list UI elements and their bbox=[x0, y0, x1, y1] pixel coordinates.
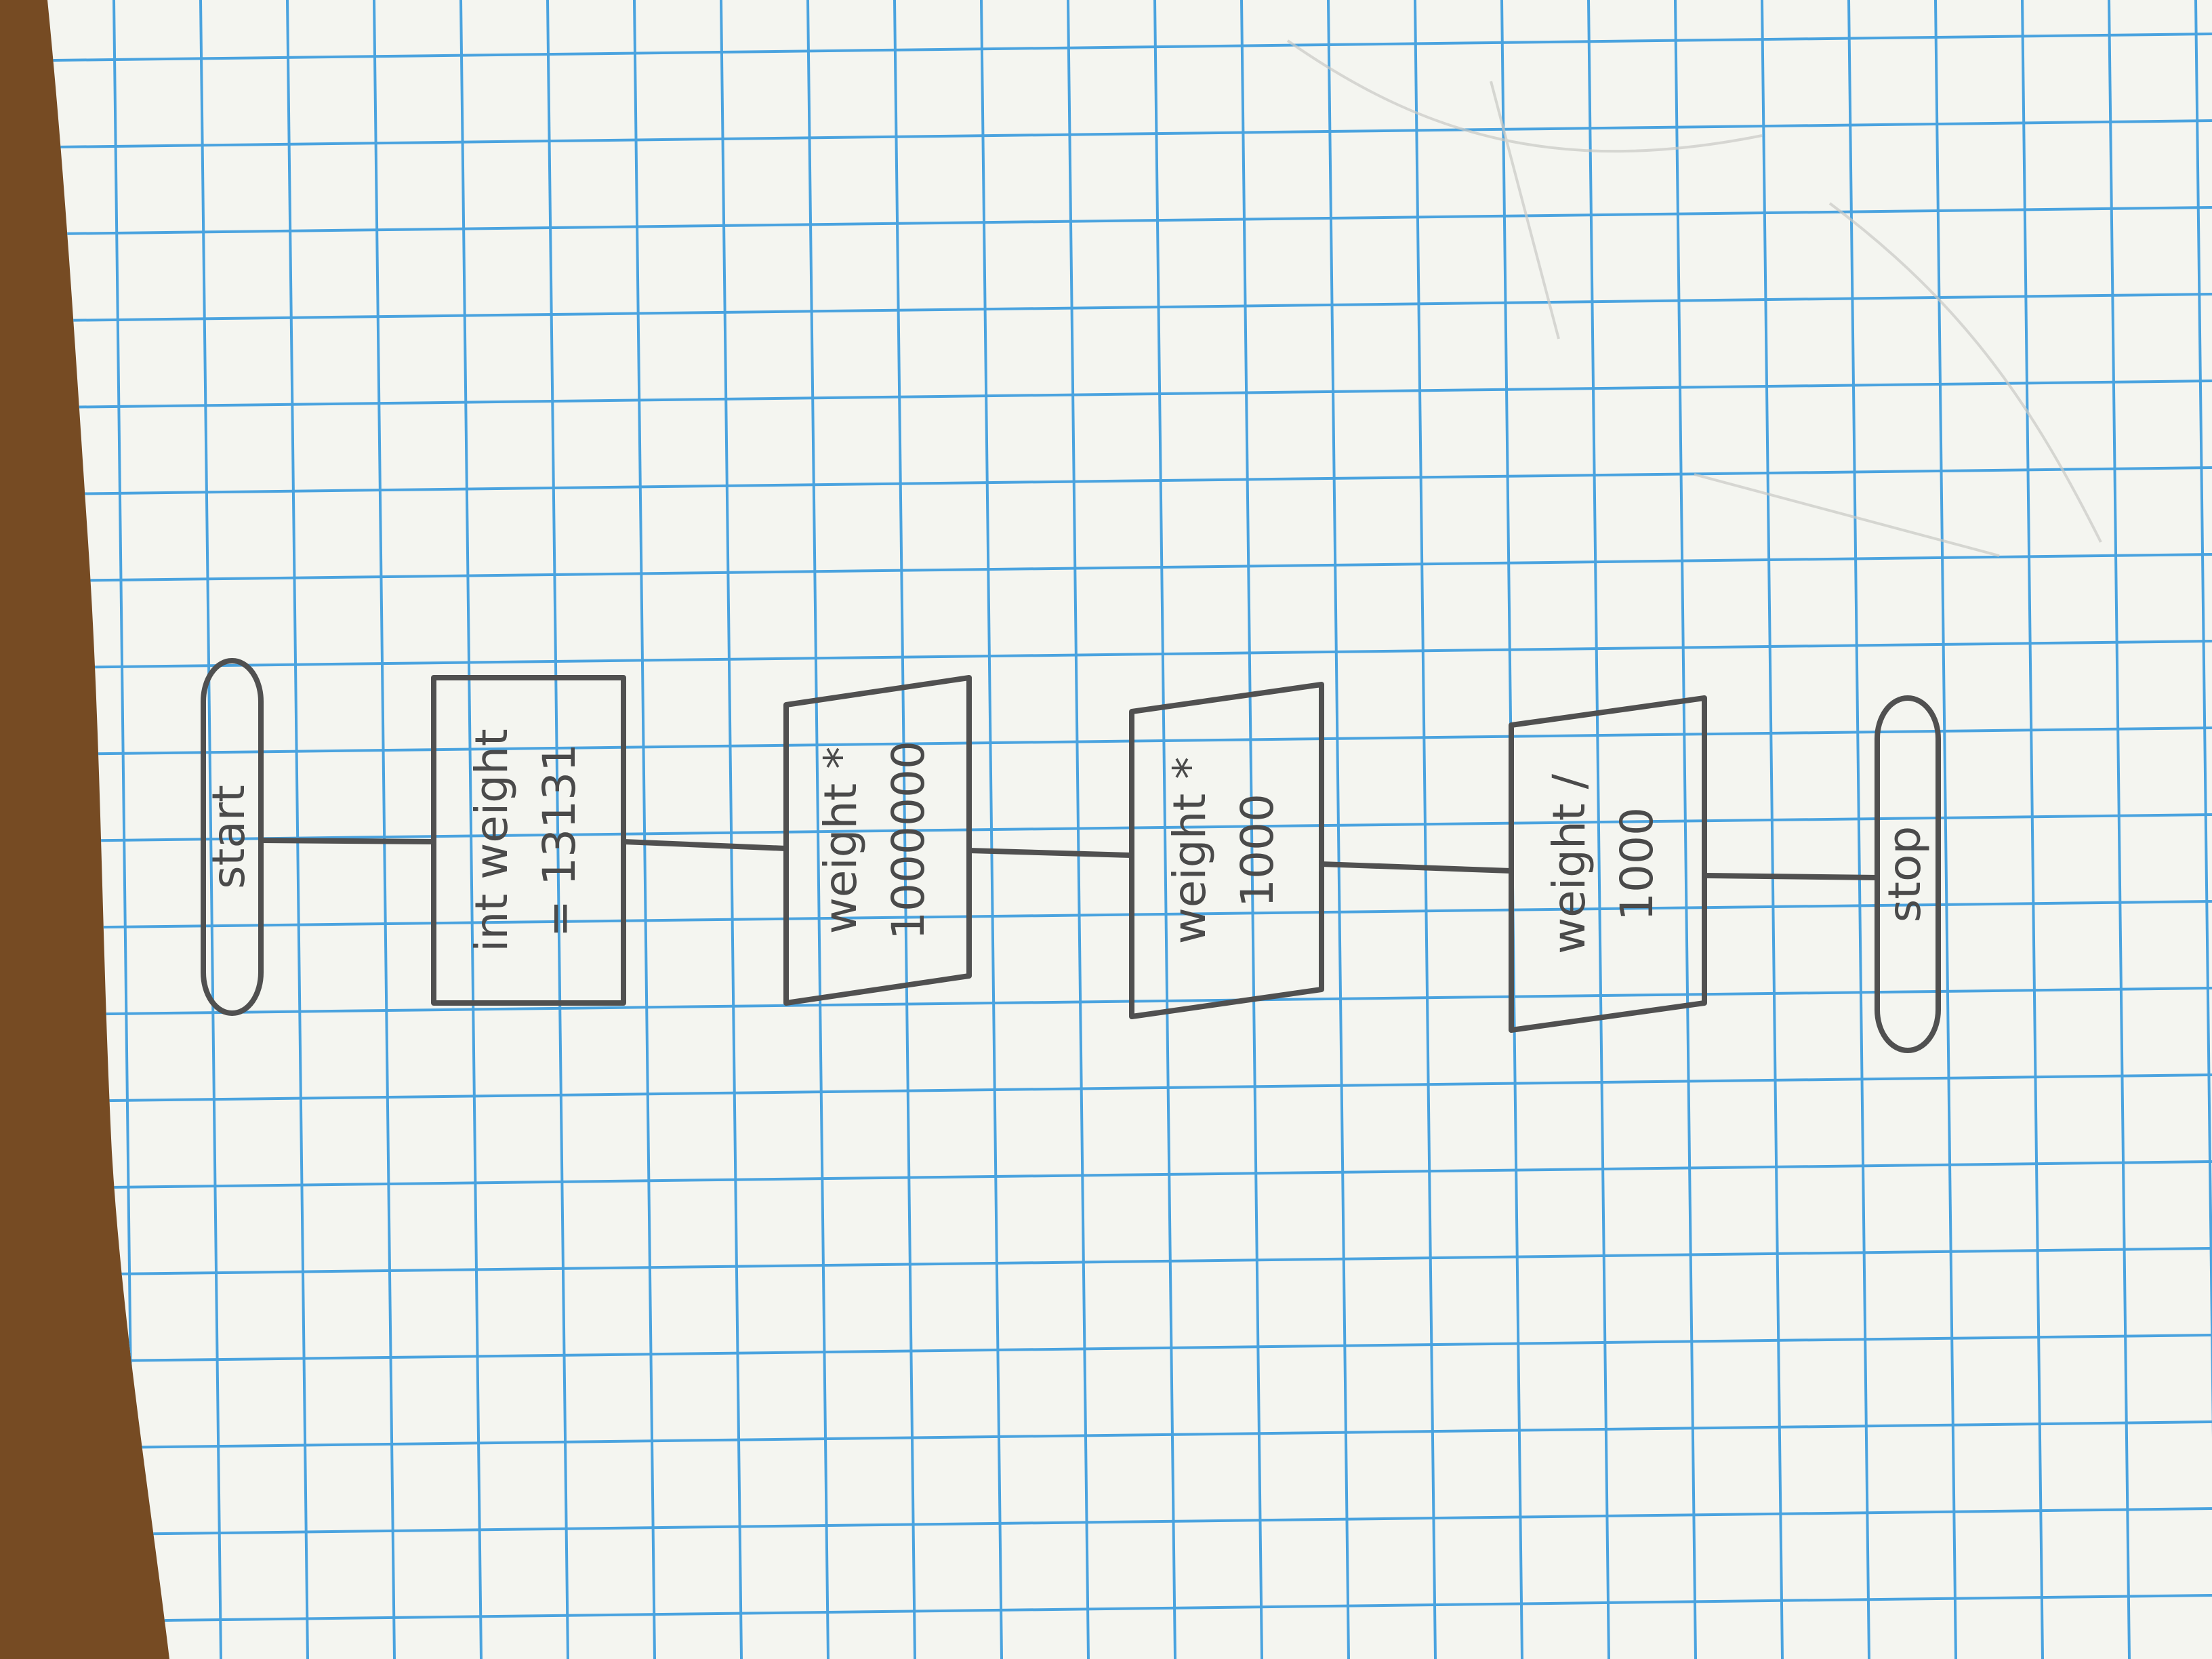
output-2-line-2: 1000 bbox=[1231, 794, 1284, 907]
grid-line-horizontal bbox=[47, 119, 2212, 149]
grid-line-horizontal bbox=[47, 813, 2212, 843]
grid-line-vertical bbox=[806, 0, 830, 1659]
grid-line-horizontal bbox=[47, 206, 2212, 236]
grid-line-vertical bbox=[1240, 0, 1263, 1659]
grid-line-vertical bbox=[1414, 0, 1437, 1659]
connector-start-declaration bbox=[258, 838, 436, 844]
grid-line-vertical bbox=[1674, 0, 1697, 1659]
grid-line-vertical bbox=[199, 0, 222, 1659]
output-box-2 bbox=[1129, 682, 1324, 1019]
stop-label: stop bbox=[1879, 826, 1931, 923]
grid-line-vertical bbox=[720, 0, 743, 1659]
declaration-box bbox=[431, 675, 626, 1006]
grid-line-horizontal bbox=[47, 900, 2212, 930]
grid-line-vertical bbox=[459, 0, 483, 1659]
output-1-line-2: 1000000 bbox=[882, 741, 935, 940]
grid-line-vertical bbox=[2108, 0, 2131, 1659]
grid-line-vertical bbox=[1934, 0, 1957, 1659]
grid-line-vertical bbox=[286, 0, 309, 1659]
grid-line-vertical bbox=[1761, 0, 1784, 1659]
grid-line-horizontal bbox=[47, 33, 2212, 62]
grid-line-vertical bbox=[2194, 0, 2212, 1659]
output-1-line-1: weight * bbox=[815, 747, 867, 935]
grid-line-vertical bbox=[2021, 0, 2044, 1659]
grid-line-horizontal bbox=[47, 1160, 2212, 1190]
output-3-line-2: 1000 bbox=[1611, 807, 1663, 921]
grid-line-vertical bbox=[1587, 0, 1610, 1659]
grid-line-vertical bbox=[373, 0, 396, 1659]
grid-line-vertical bbox=[546, 0, 569, 1659]
declaration-line-2: = 13131 bbox=[533, 743, 586, 937]
connector-output2-output3 bbox=[1319, 861, 1514, 874]
output-3-line-1: weight / bbox=[1543, 773, 1595, 954]
show-through-marks bbox=[1286, 39, 2102, 557]
grid-line-vertical bbox=[1847, 0, 1870, 1659]
grid-line-horizontal bbox=[47, 293, 2212, 323]
connector-output1-output2 bbox=[966, 848, 1134, 858]
connector-declaration-output1 bbox=[621, 839, 789, 851]
grid-line-horizontal bbox=[47, 380, 2212, 409]
grid-line-horizontal bbox=[47, 553, 2212, 583]
grid-line-vertical bbox=[1153, 0, 1176, 1659]
start-terminator bbox=[201, 658, 264, 1016]
grid-line-horizontal bbox=[47, 466, 2212, 496]
declaration-line-1: int weight bbox=[466, 729, 518, 952]
grid-line-horizontal bbox=[47, 726, 2212, 756]
grid-line-horizontal bbox=[47, 987, 2212, 1017]
flowchart: start int weight = 13131 weight * 100000… bbox=[201, 658, 1941, 1053]
grid-line-vertical bbox=[633, 0, 656, 1659]
output-box-1 bbox=[783, 675, 972, 1006]
grid-line-horizontal bbox=[47, 1507, 2212, 1537]
output-box-3 bbox=[1509, 695, 1707, 1033]
start-label: start bbox=[203, 785, 255, 889]
grid-line-horizontal bbox=[47, 1594, 2212, 1624]
grid-line-horizontal bbox=[47, 1420, 2212, 1450]
stop-terminator bbox=[1875, 695, 1941, 1053]
connector-output3-stop bbox=[1702, 873, 1880, 880]
grid-line-horizontal bbox=[47, 640, 2212, 670]
grid-line-horizontal bbox=[47, 1247, 2212, 1277]
grid-line-vertical bbox=[1327, 0, 1350, 1659]
output-2-line-1: weight * bbox=[1164, 757, 1216, 945]
grid-line-horizontal bbox=[47, 1334, 2212, 1364]
grid-line-horizontal bbox=[47, 1073, 2212, 1103]
